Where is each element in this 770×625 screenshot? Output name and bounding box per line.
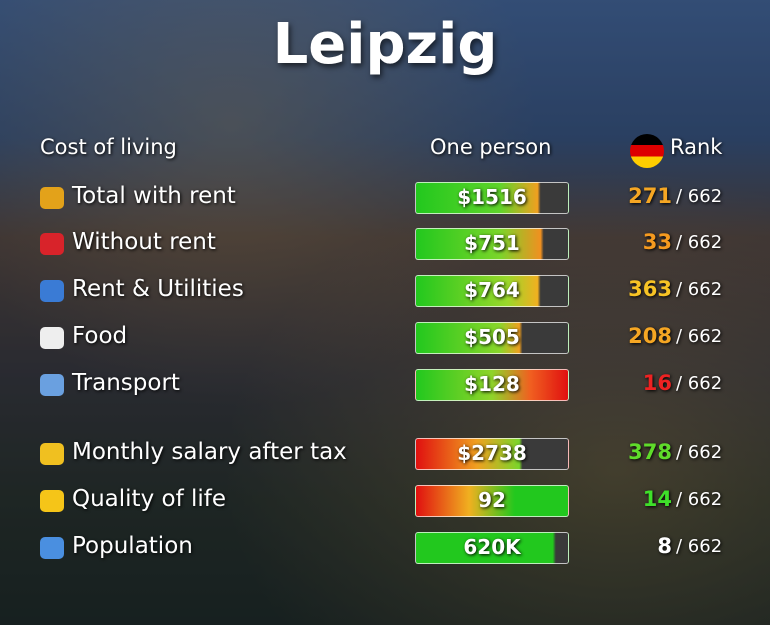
rank: 16: [642, 371, 672, 395]
value-bar: [415, 369, 569, 401]
column-header: Cost of living: [40, 135, 177, 159]
row-icon: [40, 327, 64, 349]
row-icon: [40, 233, 64, 255]
rank: 8: [657, 534, 672, 558]
value-bar: [415, 275, 569, 307]
rank-total: / 662: [676, 232, 723, 253]
rank: 378: [628, 440, 672, 464]
value-label: $128: [464, 372, 520, 396]
value-bar: [415, 228, 569, 260]
flag-icon: [630, 134, 664, 168]
row: Transport $128 16/ 662: [0, 368, 770, 402]
row: Quality of life 92 14/ 662: [0, 484, 770, 518]
title: Leipzig: [272, 12, 498, 77]
value-label: $751: [464, 231, 520, 255]
row-icon: [40, 490, 64, 512]
row-label: Food: [72, 323, 128, 349]
row-label: Without rent: [72, 229, 216, 255]
row-label: Population: [72, 533, 193, 559]
row-icon: [40, 443, 64, 465]
rank-total: / 662: [676, 326, 723, 347]
row: Without rent $751 33/ 662: [0, 227, 770, 261]
row-icon: [40, 537, 64, 559]
row: Total with rent $1516 271/ 662: [0, 181, 770, 215]
row-label: Rent & Utilities: [72, 276, 244, 302]
row: Population 620K 8/ 662: [0, 531, 770, 565]
rank: 33: [642, 230, 672, 254]
row-label: Monthly salary after tax: [72, 439, 347, 465]
value-bar: [415, 532, 569, 564]
value-label: $764: [464, 278, 520, 302]
rank-total: / 662: [676, 373, 723, 394]
row-icon: [40, 187, 64, 209]
rank: 208: [628, 324, 672, 348]
row: Food $505 208/ 662: [0, 321, 770, 355]
value-label: $505: [464, 325, 520, 349]
value-bar: [415, 322, 569, 354]
rank: 14: [642, 487, 672, 511]
value-label: 620K: [463, 535, 521, 559]
rank-total: / 662: [676, 442, 723, 463]
rank: 363: [628, 277, 672, 301]
rank-total: / 662: [676, 536, 723, 557]
row-label: Total with rent: [72, 183, 236, 209]
value-bar: [415, 182, 569, 214]
value-label: $1516: [457, 185, 527, 209]
rank-total: / 662: [676, 186, 723, 207]
column-header: One person: [430, 135, 552, 159]
rank: 271: [628, 184, 672, 208]
value-label: 92: [478, 488, 506, 512]
value-bar: [415, 485, 569, 517]
row-icon: [40, 280, 64, 302]
row: Rent & Utilities $764 363/ 662: [0, 274, 770, 308]
column-header: Rank: [670, 135, 723, 159]
row: Monthly salary after tax $2738 378/ 662: [0, 437, 770, 471]
rank-total: / 662: [676, 279, 723, 300]
row-icon: [40, 374, 64, 396]
rank-total: / 662: [676, 489, 723, 510]
row-label: Quality of life: [72, 486, 227, 512]
value-label: $2738: [457, 441, 527, 465]
value-bar: [415, 438, 569, 470]
row-label: Transport: [72, 370, 180, 396]
